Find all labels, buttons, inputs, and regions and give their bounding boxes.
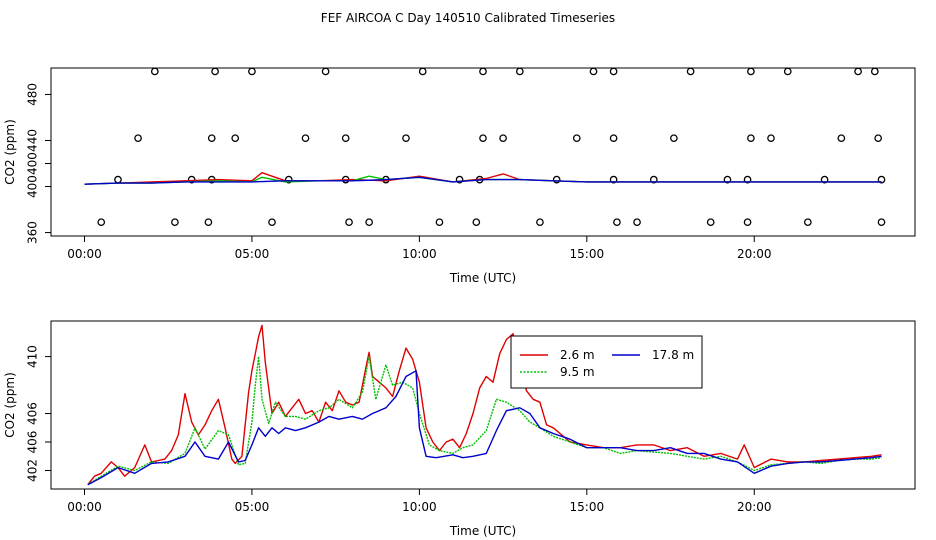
- ref-marker-high: [321, 67, 330, 76]
- ref-marker-high: [248, 67, 256, 76]
- ref-marker-ambient: [723, 175, 732, 184]
- ref-marker-mid: [747, 134, 755, 143]
- ref-marker-high: [747, 67, 755, 76]
- ref-marker-low: [633, 218, 641, 227]
- ref-marker-ambient: [114, 175, 122, 184]
- series-line-17-8-m: [87, 370, 882, 486]
- ref-marker-ambient: [609, 175, 618, 184]
- ref-marker-mid: [837, 134, 846, 143]
- y-tick-label: 406: [26, 431, 40, 454]
- ref-marker-high: [783, 67, 792, 76]
- y-axis-label: CO2 (ppm): [3, 372, 17, 438]
- ref-marker-ambient: [552, 175, 561, 184]
- series-lines: [84, 171, 882, 185]
- legend: 2.6 m 9.5 m 17.8 m: [510, 335, 703, 389]
- x-tick-label: 15:00: [570, 247, 605, 261]
- x-tick-label: 10:00: [402, 247, 437, 261]
- y-tick-label: 480: [26, 83, 40, 106]
- series-line-9-5-m: [87, 355, 882, 486]
- x-tick-label: 00:00: [67, 247, 102, 261]
- ref-marker-mid: [402, 134, 410, 143]
- ref-marker-low: [345, 218, 353, 227]
- x-axis-label: Time (UTC): [449, 524, 516, 538]
- ref-marker-mid: [572, 134, 581, 143]
- ref-marker-mid: [767, 134, 775, 143]
- x-axis-label: Time (UTC): [449, 271, 516, 285]
- ref-marker-high: [854, 67, 862, 76]
- x-tick-label: 20:00: [737, 247, 772, 261]
- ref-marker-high: [870, 67, 879, 76]
- ref-marker-high: [515, 67, 524, 76]
- ref-marker-ambient: [877, 175, 886, 184]
- panel-co2-by-height: 00:00 05:00 10:00 15:00 20:00 402 406 410 406 Ti…: [3, 320, 916, 538]
- ref-marker-low: [204, 218, 213, 227]
- reference-markers: [97, 67, 886, 227]
- ref-marker-mid: [301, 134, 310, 143]
- ref-marker-mid: [134, 134, 142, 143]
- ref-marker-low: [706, 218, 715, 227]
- panel-co2-with-reference: 00:00 05:00 10:00 15:00 20:00360400440480400…: [3, 67, 916, 285]
- ref-marker-high: [686, 67, 695, 76]
- ref-marker-low: [877, 218, 886, 227]
- ref-marker-mid: [479, 134, 487, 143]
- ref-marker-ambient: [455, 175, 464, 184]
- y-tick-label: 406: [26, 402, 40, 425]
- y-axis-label: CO2 (ppm): [3, 119, 17, 185]
- ref-marker-mid: [341, 134, 350, 143]
- y-tick-label: 440: [26, 129, 40, 152]
- ref-marker-high: [479, 67, 487, 76]
- ref-marker-high: [589, 67, 598, 76]
- ref-marker-low: [365, 218, 373, 227]
- x-tick-label: 05:00: [235, 500, 270, 514]
- x-tick-label: 05:00: [235, 247, 270, 261]
- ref-marker-ambient: [743, 175, 752, 184]
- legend-label-17-8m: 17.8 m: [652, 348, 694, 362]
- x-tick-label: 00:00: [67, 500, 102, 514]
- legend-box: [510, 335, 703, 389]
- chart-title: FEF AIRCOA C Day 140510 Calibrated Times…: [321, 11, 615, 25]
- ref-marker-mid: [609, 134, 618, 143]
- y-tick-label: 360: [26, 221, 40, 244]
- ref-marker-mid: [670, 134, 678, 143]
- x-tick-label: 15:00: [570, 500, 605, 514]
- axes: 00:00 05:00 10:00 15:00 20:00 402 406 410 406: [26, 345, 772, 514]
- plot-frame: [50, 67, 916, 237]
- ref-marker-low: [803, 218, 812, 227]
- ref-marker-low: [472, 218, 481, 227]
- y-tick-label: 402: [26, 459, 40, 482]
- ref-marker-ambient: [284, 175, 293, 184]
- y-tick-label: 400: [26, 175, 40, 198]
- ref-marker-high: [418, 67, 427, 76]
- x-tick-label: 10:00: [402, 500, 437, 514]
- ref-marker-low: [435, 218, 444, 227]
- ref-marker-low: [268, 218, 276, 227]
- series-lines: [87, 324, 882, 486]
- x-tick-label: 20:00: [737, 500, 772, 514]
- ref-marker-low: [743, 218, 752, 227]
- ref-marker-low: [613, 218, 621, 227]
- ref-marker-high: [211, 67, 219, 76]
- ref-marker-ambient: [820, 175, 829, 184]
- y-tick-label: 400: [26, 152, 40, 175]
- ref-marker-low: [97, 218, 106, 227]
- series-line-17-8-m: [84, 176, 882, 185]
- ref-marker-ambient: [649, 175, 658, 184]
- ref-marker-mid: [231, 134, 240, 143]
- ref-marker-low: [536, 218, 544, 227]
- ref-marker-low: [171, 218, 179, 227]
- ref-marker-high: [609, 67, 618, 76]
- legend-label-2-6m: 2.6 m: [560, 348, 595, 362]
- ref-marker-mid: [874, 134, 883, 143]
- legend-label-9-5m: 9.5 m: [560, 365, 595, 379]
- y-tick-label: 410: [26, 345, 40, 368]
- series-line-2-6-m: [87, 324, 882, 486]
- ref-marker-mid: [207, 134, 216, 143]
- ref-marker-mid: [499, 134, 507, 143]
- ref-marker-ambient: [187, 175, 196, 184]
- ref-marker-high: [150, 67, 159, 76]
